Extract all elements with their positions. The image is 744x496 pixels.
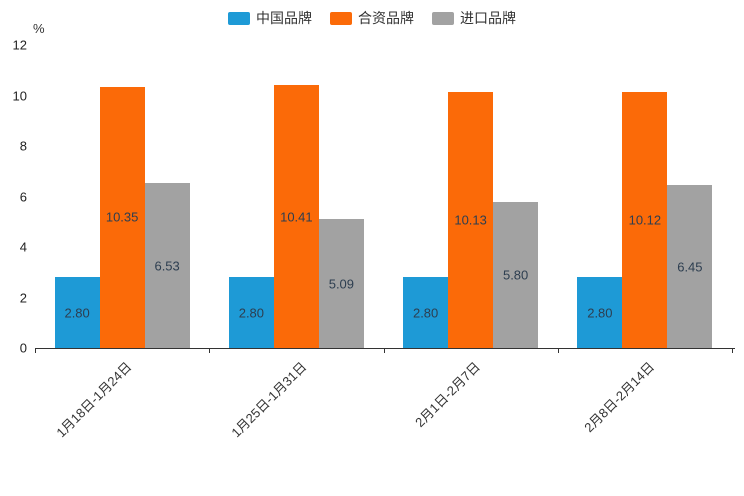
x-category-label: 2月8日-2月14日	[581, 359, 658, 436]
bar-value-label: 5.09	[328, 276, 355, 292]
legend-label-china-brand: 中国品牌	[256, 10, 312, 26]
legend-swatch-joint-venture-brand	[330, 11, 352, 25]
bar-joint-venture-brand-group-4: 10.12	[622, 92, 668, 348]
x-tick-mark	[557, 348, 559, 353]
bar-china-brand-group-3: 2.80	[403, 277, 449, 348]
bar-value-label: 2.80	[412, 305, 439, 321]
bar-value-label: 2.80	[64, 305, 90, 321]
x-axis-line	[35, 348, 735, 349]
bar-joint-venture-brand-group-2: 10.41	[273, 85, 319, 348]
bar-joint-venture-brand-group-3: 10.13	[448, 92, 494, 348]
legend-swatch-china-brand	[228, 11, 250, 25]
legend-swatch-import-brand	[432, 11, 454, 25]
x-category-label: 1月18日-1月24日	[53, 359, 135, 441]
y-axis: 0 2 4 6 8 10 12	[0, 0, 27, 496]
legend-item-joint-venture-brand[interactable]: 合资品牌	[330, 8, 414, 28]
bar-value-label: 10.13	[454, 212, 487, 228]
x-tick-mark	[35, 348, 36, 353]
x-tick-mark	[209, 348, 211, 353]
legend: 中国品牌 合资品牌 进口品牌	[0, 8, 744, 28]
y-tick-label: 6	[19, 189, 27, 204]
y-tick-label: 8	[19, 138, 27, 154]
bar-value-label: 5.80	[502, 267, 529, 283]
legend-item-import-brand[interactable]: 进口品牌	[432, 8, 516, 28]
bar-joint-venture-brand-group-1: 10.35	[99, 86, 145, 348]
bar-value-label: 2.80	[238, 305, 265, 321]
legend-label-import-brand: 进口品牌	[460, 10, 516, 26]
x-tick-mark	[732, 348, 733, 353]
bar-china-brand-group-4: 2.80	[577, 277, 623, 348]
bar-value-label: 6.53	[154, 258, 180, 274]
y-axis-unit-label: %	[33, 21, 45, 36]
bar-import-brand-group-2: 5.09	[318, 219, 364, 348]
legend-item-china-brand[interactable]: 中国品牌	[228, 8, 312, 28]
y-tick-label: 0	[19, 340, 27, 356]
bar-china-brand-group-2: 2.80	[228, 277, 274, 348]
bar-import-brand-group-1: 6.53	[144, 183, 190, 348]
y-tick-label: 2	[19, 290, 27, 305]
legend-label-joint-venture-brand: 合资品牌	[358, 10, 414, 26]
bar-import-brand-group-4: 6.45	[667, 185, 713, 348]
y-tick-label: 12	[12, 37, 27, 53]
x-category-label: 1月25日-1月31日	[227, 359, 310, 441]
bar-value-label: 10.35	[105, 209, 139, 225]
bar-value-label: 10.12	[628, 212, 662, 228]
bar-import-brand-group-3: 5.80	[493, 201, 539, 348]
bar-value-label: 6.45	[677, 259, 703, 275]
x-tick-mark	[383, 348, 385, 353]
y-tick-label: 10	[12, 88, 27, 103]
bar-value-label: 10.41	[280, 209, 313, 225]
bar-value-label: 2.80	[587, 305, 613, 321]
bar-china-brand-group-1: 2.80	[54, 277, 100, 348]
y-tick-label: 4	[19, 239, 27, 255]
x-category-label: 2月1日-2月7日	[412, 359, 484, 431]
